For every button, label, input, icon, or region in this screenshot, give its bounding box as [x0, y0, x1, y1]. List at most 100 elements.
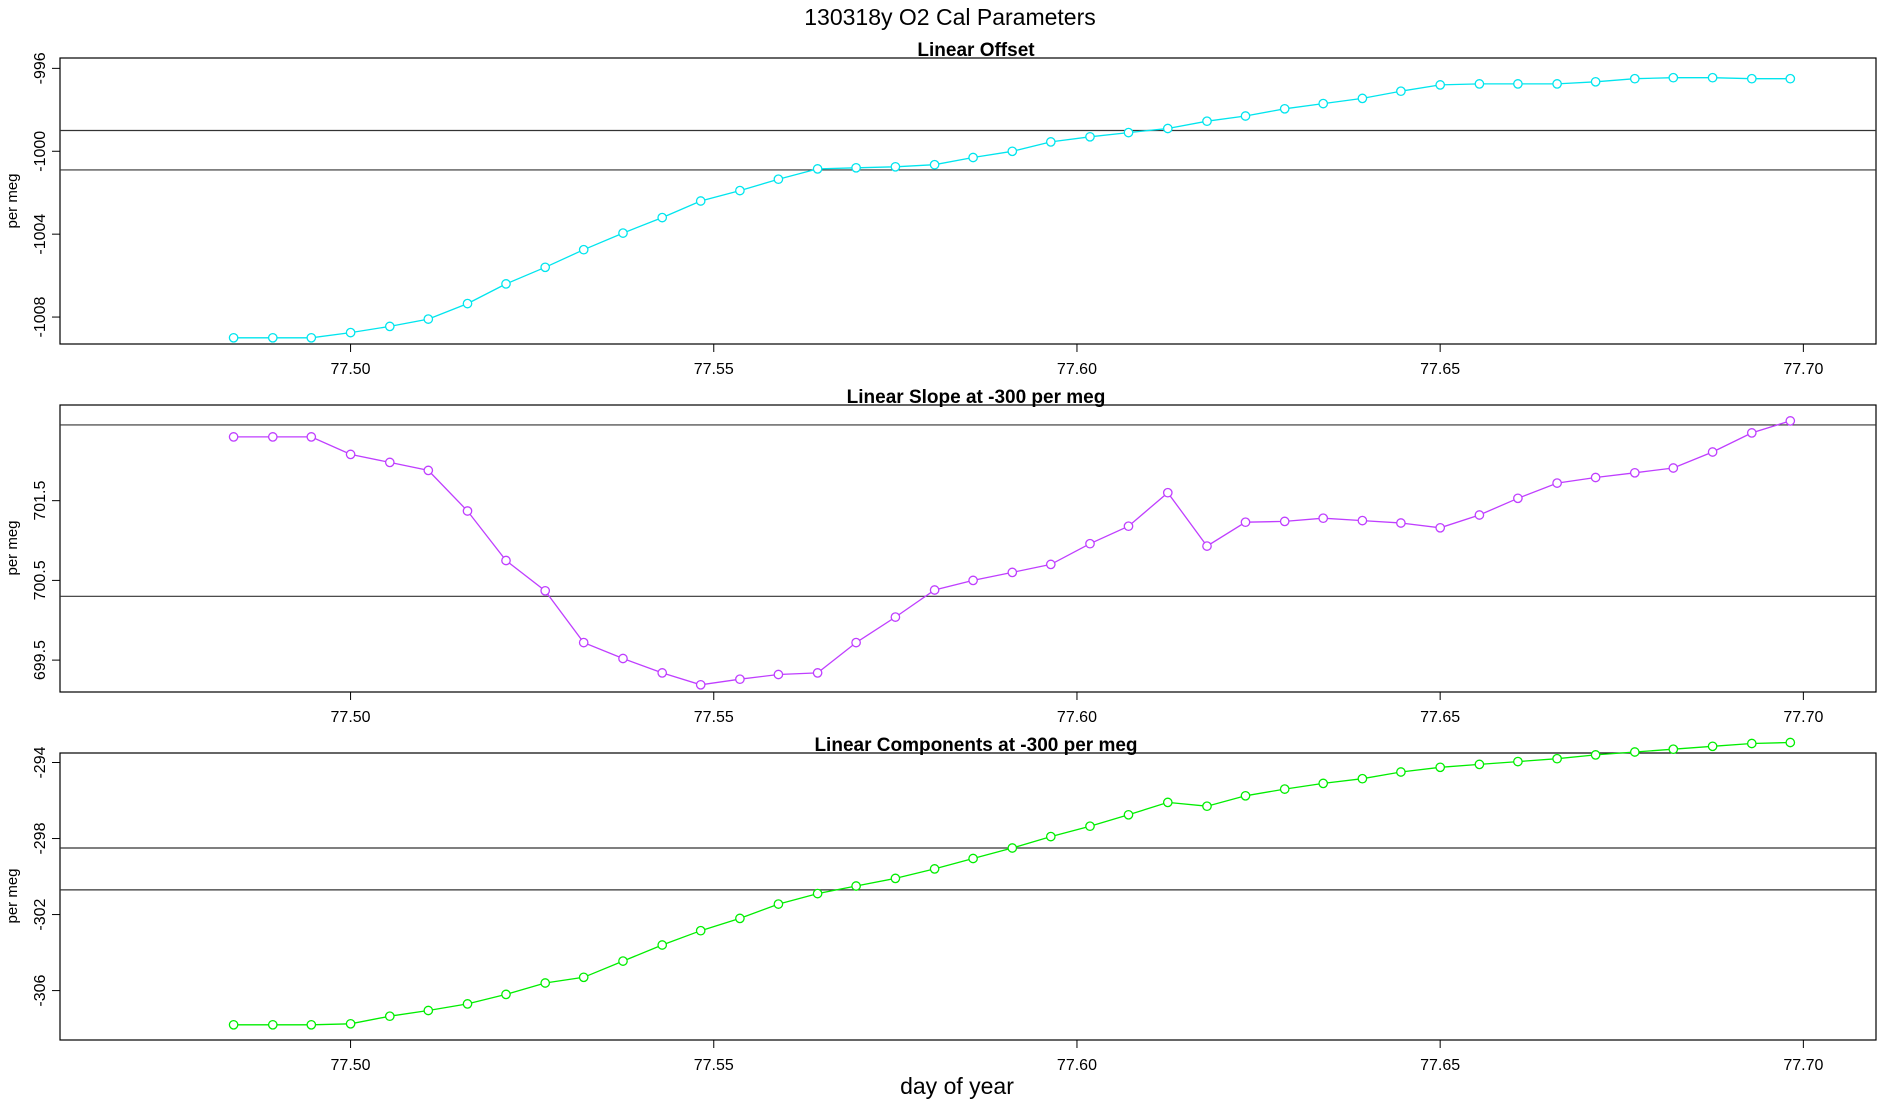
figure-title: 130318y O2 Cal Parameters [804, 4, 1096, 30]
data-point [1668, 463, 1679, 473]
x-tick-label: 77.65 [1420, 709, 1460, 726]
data-point [423, 1005, 434, 1016]
data-point [1162, 487, 1173, 498]
data-point [267, 1019, 278, 1030]
y-tick-label: -1008 [32, 296, 49, 337]
data-point [1590, 750, 1601, 760]
series-line [233, 420, 1791, 686]
data-point [929, 864, 940, 874]
data-point [1279, 103, 1290, 114]
data-point [1123, 809, 1134, 820]
data-point [1629, 747, 1640, 757]
y-axis-label: per meg [4, 173, 21, 228]
data-point [1240, 517, 1251, 528]
data-point [384, 321, 395, 332]
data-point [1357, 515, 1368, 526]
y-tick-label: -302 [32, 898, 49, 930]
y-tick-label: 700.5 [32, 560, 49, 600]
data-point [1668, 72, 1679, 83]
data-point [1746, 73, 1757, 84]
data-point [423, 465, 434, 476]
y-tick-label: -294 [32, 746, 49, 778]
data-point [929, 585, 940, 595]
data-point [384, 1011, 395, 1022]
data-point [618, 228, 628, 238]
data-point [1045, 559, 1056, 570]
data-point [1357, 773, 1368, 784]
data-point [695, 196, 706, 206]
data-point [1513, 79, 1523, 89]
axes-layer: 77.50 77.55 77.60 77.65 77.70 -294 -298 -302 -30… [32, 746, 1876, 1074]
data-point [1435, 762, 1446, 773]
data-point [540, 978, 551, 988]
data-point [1785, 737, 1796, 748]
y-axis-label: per meg [4, 520, 21, 575]
data-point [462, 999, 473, 1009]
x-tick-label: 77.70 [1783, 709, 1823, 726]
data-point [1318, 778, 1329, 789]
data-point [735, 185, 745, 196]
x-tick-label: 77.60 [1057, 1057, 1097, 1074]
data-point [501, 555, 511, 566]
y-axis-label: per meg [4, 868, 21, 923]
data-point [1279, 516, 1290, 527]
axes-layer: 77.50 77.55 77.60 77.65 77.70 -996 -1000 -1004 -… [32, 52, 1876, 378]
data-point [1045, 137, 1056, 147]
data-point [812, 668, 823, 678]
data-point [540, 262, 551, 273]
data-point [1123, 521, 1134, 532]
plot-frame [59, 57, 1877, 345]
x-tick-label: 77.55 [694, 1057, 734, 1074]
panel-title: Linear Offset [917, 40, 1035, 61]
panel-title: Linear Slope at -300 per meg [847, 387, 1106, 408]
data-point [1552, 79, 1562, 89]
data-point [1746, 738, 1757, 749]
data-point [890, 873, 901, 884]
data-point [1474, 510, 1485, 520]
data-point [968, 575, 978, 586]
data-point [1629, 73, 1640, 84]
x-tick-label: 77.55 [694, 361, 734, 378]
data-point [578, 244, 589, 255]
panel-linear-offset: Linear Offset per meg 77.50 77.55 77.60 77.… [4, 40, 1877, 378]
x-tick-label: 77.50 [331, 361, 371, 378]
data-point [345, 1018, 356, 1029]
data-point [540, 585, 551, 596]
data-point [228, 332, 239, 343]
data-point [618, 956, 628, 966]
data-point [1007, 567, 1018, 578]
data-point [1007, 146, 1018, 157]
data-point [1707, 447, 1718, 457]
data-point [501, 989, 511, 1000]
data-point [1318, 98, 1329, 109]
x-tick-label: 77.50 [331, 709, 371, 726]
data-point [851, 881, 861, 891]
data-point [462, 298, 473, 309]
data-point [1785, 416, 1796, 426]
data-point [345, 327, 356, 338]
data-point [1590, 76, 1601, 87]
data-point [1123, 127, 1134, 138]
data-point [773, 899, 784, 909]
data-point [1629, 467, 1640, 478]
data-point [1707, 741, 1718, 752]
x-tick-label: 77.55 [694, 709, 734, 726]
data-point [618, 653, 628, 664]
data-point [501, 279, 511, 289]
data-point [1474, 79, 1485, 89]
data-point [1045, 831, 1056, 842]
y-tick-label: -1000 [32, 131, 49, 172]
axes-layer: 77.50 77.55 77.60 77.65 77.70 701.5 700.5 699.5 [32, 424, 1876, 726]
data-point [578, 972, 589, 983]
panel-linear-slope: Linear Slope at -300 per meg per meg 77.… [4, 387, 1877, 726]
data-point [1396, 518, 1406, 528]
data-point [1007, 843, 1018, 853]
data-point [1707, 72, 1718, 83]
data-point [695, 679, 706, 690]
data-point [1240, 111, 1251, 121]
panel-linear-components: Linear Components at -300 per meg per me… [4, 735, 1877, 1074]
data-point [267, 432, 278, 442]
x-tick-label: 77.65 [1420, 361, 1460, 378]
y-tick-label: -996 [32, 52, 49, 84]
